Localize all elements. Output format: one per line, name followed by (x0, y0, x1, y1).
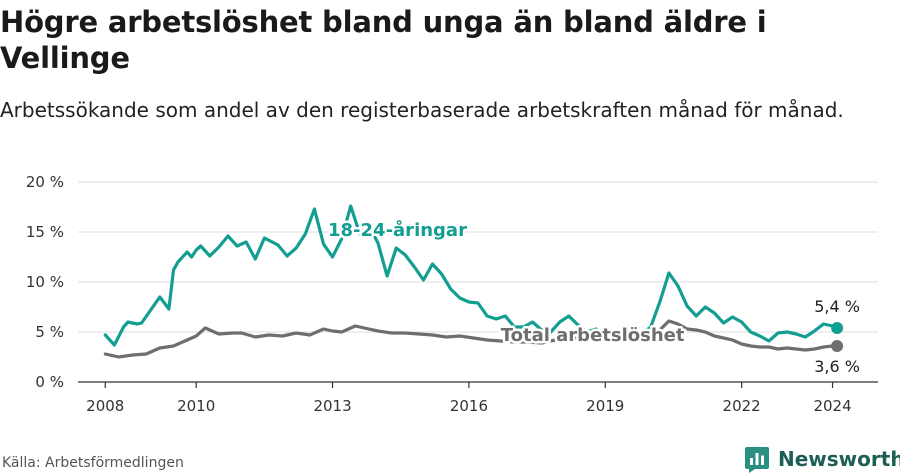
youth-series-line (103, 204, 839, 347)
brand-name: Newsworthy (778, 447, 900, 471)
y-tick-label: 15 % (26, 223, 64, 241)
chart-title: Högre arbetslöshet bland unga än bland ä… (0, 5, 767, 75)
chart-subtitle: Arbetssökande som andel av den registerb… (0, 98, 844, 122)
x-tick-label: 2019 (586, 397, 624, 415)
x-tick-label: 2016 (450, 397, 488, 415)
y-tick-label: 20 % (26, 173, 64, 191)
y-tick-label: 0 % (35, 373, 64, 391)
x-tick-label: 2022 (723, 397, 761, 415)
line-chart: 0 % 5 % 10 % 15 % 20 % 2008 2010 2013 2016 2019 20… (26, 173, 878, 415)
total-series-line (103, 319, 839, 359)
x-tick-label: 2008 (86, 397, 124, 415)
total-series-end-marker (831, 340, 844, 352)
youth-series-label: 18-24-åringar (328, 219, 467, 241)
y-tick-label: 10 % (26, 273, 64, 291)
x-tick-label: 2024 (813, 397, 851, 415)
total-series-end-label: 3,6 % (814, 357, 860, 376)
newsworthy-logo-icon (745, 447, 769, 473)
y-tick-label: 5 % (35, 323, 64, 341)
youth-series-end-marker (831, 322, 844, 334)
brand-logo: Newsworthy (744, 444, 900, 474)
total-series-label-halo: Total arbetslöshet (501, 325, 685, 346)
total-series-label: Total arbetslöshet (501, 325, 685, 346)
youth-series-label-halo: 18-24-åringar (328, 219, 467, 241)
youth-series-end-label: 5,4 % (814, 297, 860, 316)
x-tick-label: 2010 (177, 397, 215, 415)
source-note: Källa: Arbetsförmedlingen (2, 455, 184, 471)
x-tick-label: 2013 (313, 397, 351, 415)
